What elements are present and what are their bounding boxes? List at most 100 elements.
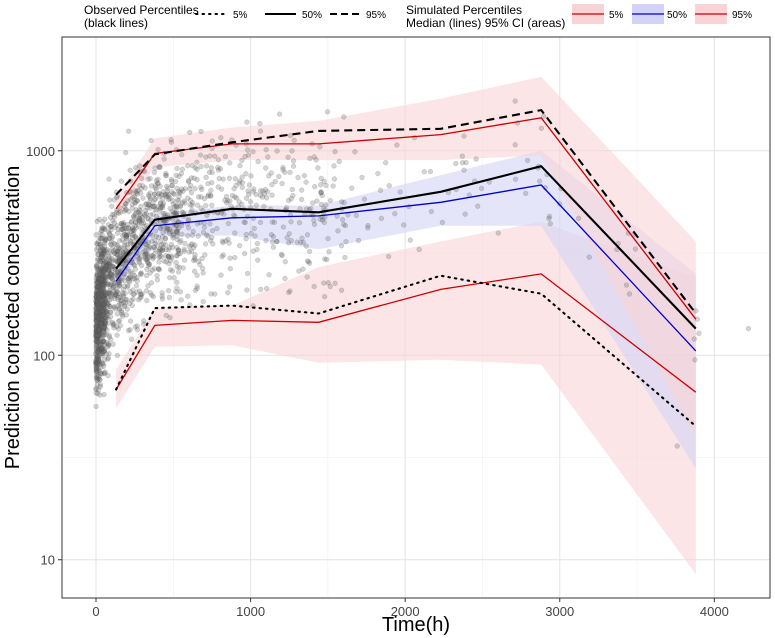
observation-point xyxy=(106,342,112,349)
observation-point xyxy=(140,195,146,201)
observation-point xyxy=(102,347,108,353)
observation-point xyxy=(110,284,116,290)
observation-point xyxy=(97,265,103,271)
observation-point xyxy=(97,249,103,255)
observation-point xyxy=(157,200,164,206)
observation-point xyxy=(179,209,185,215)
observation-point xyxy=(453,160,459,167)
observation-point xyxy=(194,166,200,172)
observation-point xyxy=(95,332,101,339)
observation-point xyxy=(102,318,108,324)
observation-point xyxy=(103,300,109,306)
observation-point xyxy=(461,167,467,173)
observation-point xyxy=(96,297,102,303)
observation-point xyxy=(102,356,108,363)
observation-point xyxy=(93,329,99,335)
observation-point xyxy=(109,292,115,298)
observation-point xyxy=(103,263,110,269)
observation-point xyxy=(93,332,99,339)
observation-point xyxy=(95,332,101,338)
observation-point xyxy=(109,263,115,270)
observation-point xyxy=(98,278,104,284)
observation-point xyxy=(119,237,125,243)
observation-point xyxy=(102,255,108,261)
observation-point xyxy=(229,192,236,199)
observation-point xyxy=(96,324,102,330)
observation-point xyxy=(112,296,118,302)
observation-point xyxy=(104,356,111,362)
observation-point xyxy=(101,391,107,398)
observation-point xyxy=(163,170,169,177)
observation-point xyxy=(341,114,347,120)
observation-point xyxy=(106,261,113,267)
observation-point xyxy=(149,292,155,298)
observation-point xyxy=(99,273,105,280)
observation-point xyxy=(296,268,302,274)
observation-point xyxy=(120,221,127,228)
observation-point xyxy=(263,165,269,171)
observation-point xyxy=(106,248,113,254)
observation-point xyxy=(126,269,132,275)
observation-point xyxy=(138,203,144,210)
observation-point xyxy=(288,196,294,202)
observation-point xyxy=(124,232,130,238)
observation-point xyxy=(220,252,226,258)
observation-point xyxy=(99,258,105,264)
observation-point xyxy=(176,198,182,204)
observation-point xyxy=(174,165,180,172)
observation-point xyxy=(153,186,159,192)
observation-point xyxy=(285,154,291,160)
observation-point xyxy=(103,289,109,296)
observation-point xyxy=(123,149,129,156)
observation-point xyxy=(147,205,153,211)
observation-point xyxy=(93,358,99,364)
observation-point xyxy=(103,262,109,268)
observation-point xyxy=(117,294,124,300)
observation-point xyxy=(115,303,121,309)
observation-point xyxy=(134,253,141,259)
observation-point xyxy=(100,275,106,281)
observation-point xyxy=(202,252,208,258)
observation-point xyxy=(200,270,206,276)
observation-point xyxy=(147,270,153,276)
observation-point xyxy=(144,255,151,261)
observation-point xyxy=(102,246,108,253)
observation-point xyxy=(93,290,100,297)
observation-point xyxy=(101,243,108,249)
observation-point xyxy=(365,222,371,229)
observation-point xyxy=(133,207,139,213)
observation-point xyxy=(165,253,172,260)
observation-point xyxy=(99,345,105,351)
observation-point xyxy=(237,163,243,169)
observation-point xyxy=(132,262,138,269)
observation-point xyxy=(97,316,103,322)
observation-point xyxy=(104,314,110,321)
observation-point xyxy=(94,314,100,320)
observation-point xyxy=(94,302,100,308)
observation-point xyxy=(132,223,138,229)
observation-point xyxy=(137,208,143,214)
observation-point xyxy=(177,189,184,195)
observation-point xyxy=(233,195,240,201)
observation-point xyxy=(332,148,338,155)
observation-point xyxy=(318,190,324,196)
observation-point xyxy=(147,254,153,260)
observation-point xyxy=(95,284,101,291)
observation-point xyxy=(307,155,313,162)
observation-point xyxy=(188,190,195,196)
observation-point xyxy=(336,158,342,165)
observation-point xyxy=(311,217,317,224)
observation-point xyxy=(104,308,110,314)
observation-point xyxy=(155,180,161,186)
observation-point xyxy=(93,323,100,330)
observation-point xyxy=(137,270,144,277)
observation-point xyxy=(163,172,170,179)
observation-point xyxy=(207,221,213,227)
observation-point xyxy=(100,286,107,293)
observation-point xyxy=(163,259,169,265)
observation-point xyxy=(170,201,176,207)
observation-point xyxy=(94,303,101,309)
observation-point xyxy=(136,219,142,225)
observation-point xyxy=(152,191,158,197)
